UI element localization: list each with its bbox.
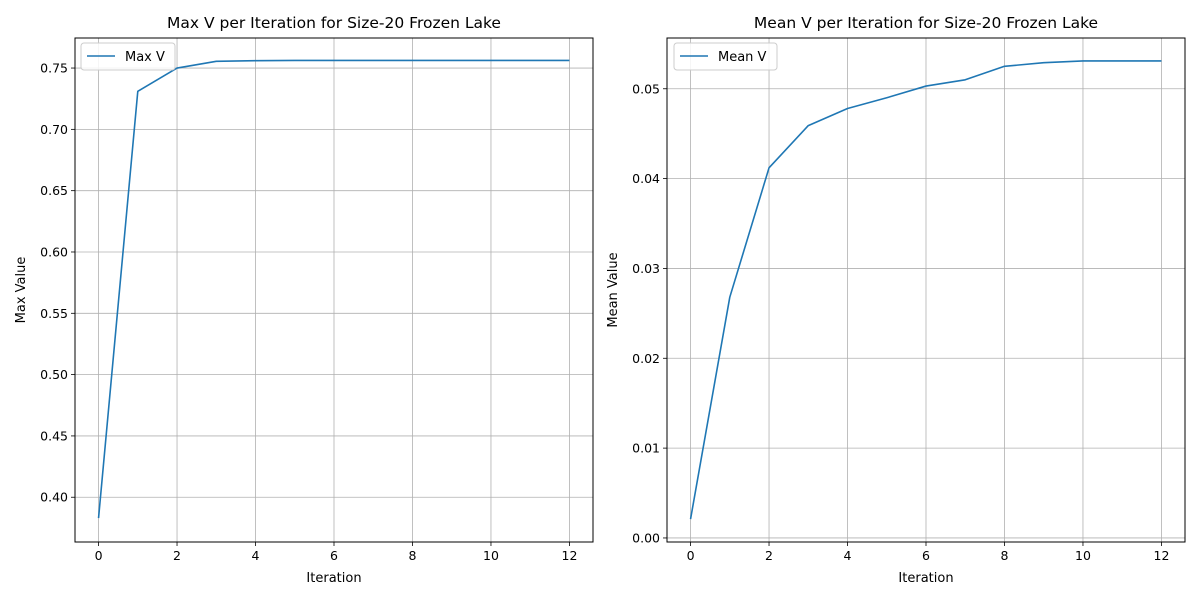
x-tick-label: 0	[687, 548, 695, 563]
series-layer	[97, 59, 570, 519]
chart-max-v: Max V per Iteration for Size-20 Frozen L…	[14, 14, 594, 586]
legend-box	[673, 42, 778, 71]
x-tick-label: 4	[844, 548, 852, 563]
y-tick-label: 0.50	[40, 367, 68, 382]
x-tick-label: 2	[173, 548, 181, 563]
y-tick-label: 0.03	[632, 261, 660, 276]
y-tick-label: 0.70	[40, 122, 68, 137]
ticks: 0 2 4 6 8 10 12 0.00 0.01 0.02 0.03 0.04 0.05	[632, 81, 1169, 563]
legend-label: Mean V	[718, 50, 767, 65]
grid	[667, 38, 1185, 542]
y-tick-label: 0.04	[632, 171, 660, 186]
x-axis-label: Iteration	[306, 571, 361, 586]
y-tick-label: 0.75	[40, 61, 68, 76]
series-layer	[689, 60, 1162, 520]
y-tick-label: 0.00	[632, 530, 660, 545]
x-tick-label: 8	[409, 548, 417, 563]
x-tick-label: 6	[330, 548, 338, 563]
legend-box	[80, 42, 176, 71]
y-tick-label: 0.01	[632, 441, 660, 456]
x-axis-label: Iteration	[898, 571, 953, 586]
x-tick-label: 6	[922, 548, 930, 563]
x-tick-label: 12	[1154, 548, 1170, 563]
y-tick-label: 0.60	[40, 244, 68, 259]
chart-title: Max V per Iteration for Size-20 Frozen L…	[167, 14, 501, 32]
x-tick-label: 10	[1075, 548, 1091, 563]
series-line	[97, 59, 570, 519]
x-tick-label: 12	[562, 548, 578, 563]
y-tick-label: 0.40	[40, 490, 68, 505]
chart-mean-v: Mean V per Iteration for Size-20 Frozen …	[606, 14, 1186, 586]
legend: Max V	[80, 42, 176, 71]
y-tick-label: 0.05	[632, 81, 660, 96]
x-tick-label: 4	[252, 548, 260, 563]
legend-label: Max V	[125, 50, 165, 65]
x-tick-label: 10	[483, 548, 499, 563]
y-tick-label: 0.02	[632, 351, 660, 366]
y-axis-label: Max Value	[14, 257, 29, 324]
x-tick-label: 0	[95, 548, 103, 563]
x-tick-label: 2	[765, 548, 773, 563]
y-tick-label: 0.55	[40, 306, 68, 321]
chart-title: Mean V per Iteration for Size-20 Frozen …	[754, 14, 1098, 32]
series-line	[689, 60, 1162, 520]
legend: Mean V	[673, 42, 778, 71]
grid	[75, 38, 593, 542]
y-tick-label: 0.65	[40, 183, 68, 198]
y-tick-label: 0.45	[40, 428, 68, 443]
y-axis-label: Mean Value	[606, 252, 621, 327]
ticks: 0 2 4 6 8 10 12 0.40 0.45 0.50 0.55 0.60 0.65 0.70 0.7…	[40, 61, 577, 563]
x-tick-label: 8	[1001, 548, 1009, 563]
